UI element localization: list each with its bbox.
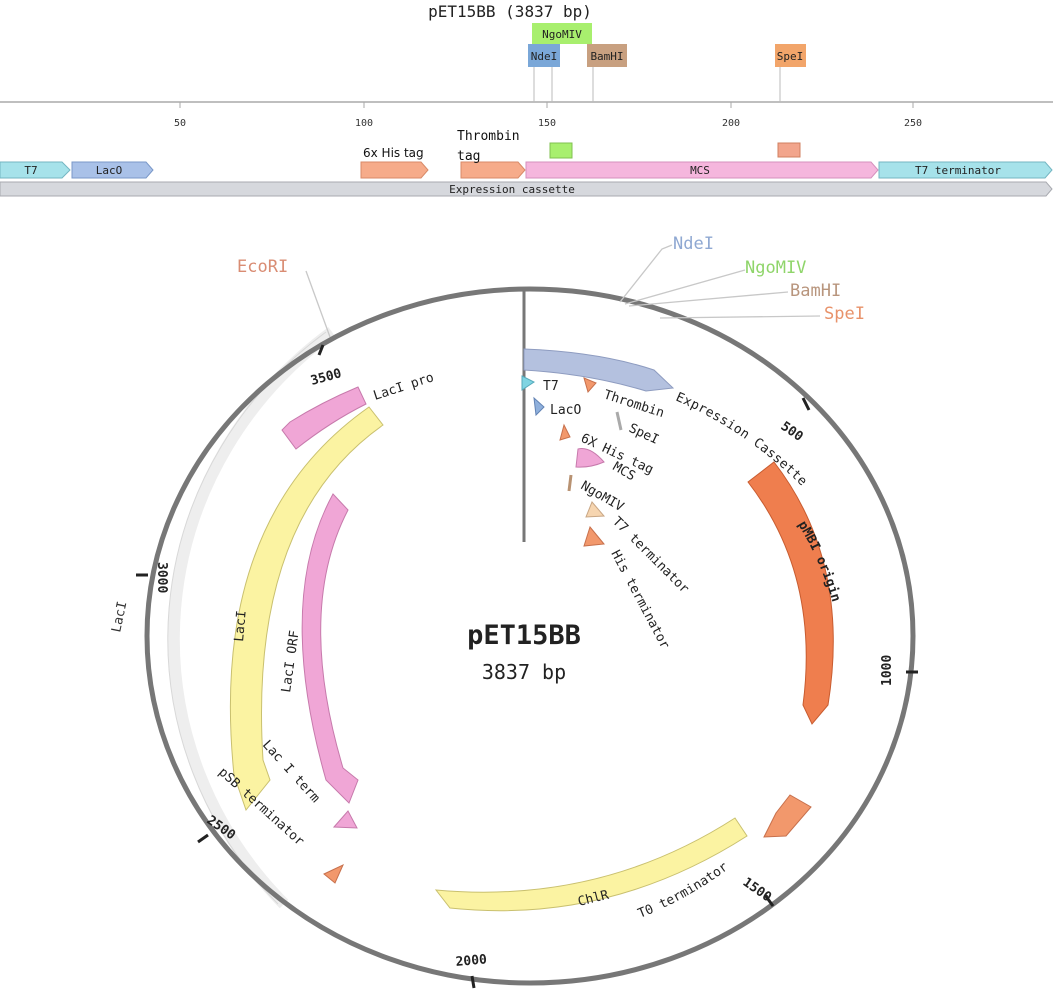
linear-map-title: pET15BB (3837 bp) — [428, 2, 592, 21]
site-label-ecori[interactable]: EcoRI — [237, 257, 288, 277]
feature-label: MCS — [690, 164, 710, 177]
site-label-spei[interactable]: SpeI — [775, 44, 806, 67]
thrombin-marker[interactable] — [583, 377, 597, 394]
laco-marker[interactable] — [533, 396, 545, 417]
feature-label: Thrombin — [457, 129, 520, 144]
feature-arrow-pmbi-origin[interactable] — [747, 461, 834, 725]
his-terminator-marker[interactable] — [583, 525, 605, 547]
plasmid-name: pET15BB — [467, 620, 581, 651]
position-label: 3500 — [309, 366, 343, 389]
feature-label: 6x His tag — [363, 146, 424, 160]
feature-arrow-thrombin-tag[interactable]: Thrombin tag — [457, 129, 526, 179]
feature-arrow-t7[interactable]: T7 — [0, 161, 71, 179]
feature-arrow-t0-terminator[interactable] — [763, 794, 812, 838]
ruler-tick-label: 50 — [174, 118, 186, 129]
position-label: 2000 — [455, 952, 488, 970]
feature-label: T7 — [543, 379, 559, 394]
site-label-bamhi[interactable]: BamHI — [587, 44, 627, 67]
linear-map: pET15BB (3837 bp) 50 100 150 200 250 — [0, 2, 1053, 197]
feature-label: Thrombin — [602, 388, 666, 422]
feature-label: Expression cassette — [449, 183, 575, 196]
6x-his-tag-marker[interactable] — [559, 423, 571, 441]
feature-label: Lac I term — [259, 738, 323, 806]
feature-label: ChlR — [576, 888, 610, 910]
feature-arrow-laci-pro[interactable] — [281, 386, 367, 450]
ngomiv-marker[interactable] — [567, 474, 573, 492]
plasmid-backbone — [144, 286, 916, 986]
feature-arrow-t7-terminator[interactable]: T7 terminator — [878, 161, 1053, 179]
spei-marker[interactable] — [615, 411, 623, 431]
site-label-bamhi[interactable]: BamHI — [790, 281, 841, 301]
site-label-text: BamHI — [590, 50, 623, 63]
feature-label: LacI — [232, 610, 250, 643]
site-label-ndei[interactable]: NdeI — [528, 44, 560, 67]
site-label-text: NgoMIV — [542, 28, 582, 41]
feature-label: LacI pro — [372, 370, 436, 404]
ruler-tick-label: 100 — [355, 118, 373, 129]
feature-label: T7 — [24, 164, 37, 177]
feature-arrow-expression-cassette[interactable]: Expression cassette — [0, 181, 1053, 197]
feature-arrow-chlr[interactable] — [434, 817, 748, 912]
site-label-spei[interactable]: SpeI — [824, 304, 865, 324]
feature-label: LacO — [550, 403, 581, 418]
laci-outer-band — [167, 327, 336, 909]
feature-label: tag — [457, 149, 480, 164]
feature-arrow-laco[interactable]: LacO — [71, 161, 154, 179]
laci-band-label: LacI — [109, 600, 130, 634]
feature-arrow-laci[interactable] — [229, 406, 384, 812]
position-label: 500 — [778, 419, 806, 445]
ruler-tick-label: 150 — [538, 118, 556, 129]
mcs-marker[interactable] — [575, 448, 605, 468]
feature-label: LacI ORF — [279, 629, 303, 693]
feature-arrow-lac-i-term[interactable] — [332, 810, 358, 829]
feature-arrow-psb-terminator[interactable] — [323, 863, 345, 884]
position-labels: 500 1000 1500 2000 2500 3000 3500 — [154, 366, 895, 970]
feature-arrow-6x-his-tag[interactable]: 6x His tag — [360, 146, 429, 179]
ruler-tick-label: 250 — [904, 118, 922, 129]
feature-label: NgoMIV — [578, 478, 626, 515]
t7-marker[interactable] — [521, 375, 535, 391]
cassette-sub-features: T7 Thrombin LacO SpeI 6X His tag MCS Ngo… — [521, 375, 692, 652]
feature-arrow-laci-orf[interactable] — [301, 493, 359, 804]
t7-terminator-marker[interactable] — [585, 501, 606, 518]
spei-block — [777, 142, 801, 158]
feature-arrow-mcs[interactable]: MCS — [525, 161, 879, 179]
feature-label: LacO — [96, 164, 123, 177]
position-ticks — [136, 344, 918, 989]
site-leaders — [305, 244, 821, 338]
position-label: 3000 — [154, 562, 169, 593]
ruler-tick-label: 200 — [722, 118, 740, 129]
site-label-ngomiv[interactable]: NgoMIV — [532, 23, 592, 44]
site-label-text: SpeI — [777, 50, 804, 63]
feature-label: SpeI — [626, 421, 661, 448]
site-label-ngomiv[interactable]: NgoMIV — [745, 258, 806, 278]
feature-arrow-expression-cassette[interactable] — [523, 348, 675, 392]
position-label: 1000 — [880, 655, 895, 686]
plasmid-size: 3837 bp — [482, 660, 566, 684]
ngomiv-block — [549, 142, 573, 159]
feature-label: Expression Cassette — [673, 390, 810, 489]
ruler-ticks — [179, 102, 914, 108]
site-label-ndei[interactable]: NdeI — [673, 234, 714, 254]
circular-map: 500 1000 1500 2000 2500 3000 3500 NdeI N… — [109, 234, 918, 989]
site-label-text: NdeI — [531, 50, 558, 63]
feature-label: T7 terminator — [915, 164, 1001, 177]
